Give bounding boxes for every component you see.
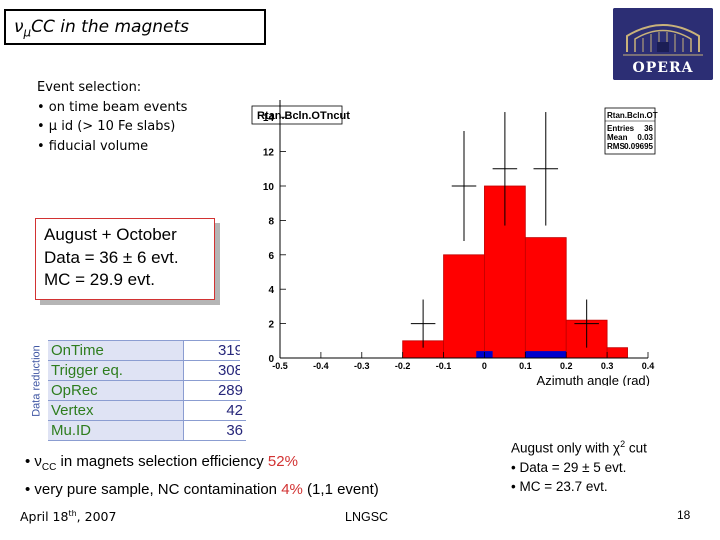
reduction-step: OnTime — [48, 340, 184, 361]
mc-bin — [524, 237, 567, 359]
stats-box: Rtan.Bcln.OTncut Entries 36 Mean 0.03 RMS0.09… — [604, 107, 658, 155]
reduction-row: Mu.ID 36 — [48, 420, 246, 441]
data-point — [574, 299, 599, 348]
reduction-step: OpRec — [48, 380, 184, 401]
opera-logo-emblem — [613, 8, 713, 80]
reduction-count: 289 — [183, 380, 246, 401]
august-only-mc: • MC = 23.7 evt. — [511, 478, 608, 494]
x-tick-label: 0.2 — [560, 361, 573, 371]
data-point — [451, 130, 477, 242]
event-selection: Event selection: • on time beam events •… — [37, 78, 187, 156]
summary-line: Data = 36 ± 6 evt. — [44, 247, 179, 267]
reduction-count: 319 — [183, 340, 246, 361]
reduction-count: 308 — [183, 360, 246, 381]
reduction-row: OnTime 319 — [48, 340, 246, 361]
selection-heading: Event selection: — [37, 80, 142, 95]
y-tick-label: 12 — [263, 148, 275, 159]
footer-date: April 18th, 2007 — [20, 509, 117, 525]
x-axis-label: Azimuth angle (rad) — [537, 373, 650, 386]
august-only-heading: August only with χ2 cut — [511, 439, 647, 456]
reduction-row: Trigger eq. 308 — [48, 360, 246, 381]
page-number: 18 — [677, 508, 691, 522]
x-tick-label: 0.4 — [642, 361, 655, 371]
x-tick-label: -0.1 — [436, 361, 452, 371]
x-tick-label: -0.2 — [395, 361, 411, 371]
x-tick-label: 0.1 — [519, 361, 532, 371]
data-reduction-label: Data reduction — [30, 345, 43, 417]
azimuth-histogram: Rtan.Bcln.OTncut Rtan.Bcln.OTncut Entries… — [240, 96, 658, 386]
summary-line: August + October — [44, 225, 177, 244]
stats-label: Mean — [607, 133, 628, 142]
stats-value: 0.03 — [637, 133, 653, 142]
y-tick-label: 6 — [268, 251, 274, 262]
data-reduction-panel: Data reduction OnTime 319 Trigger eq. 308 Op… — [28, 335, 246, 441]
reduction-count: 42 — [183, 400, 246, 421]
summary-line: MC = 29.9 evt. — [44, 270, 156, 289]
opera-logo-text: OPERA — [632, 60, 694, 76]
stats-label: Entries — [607, 124, 635, 133]
august-only-note: August only with χ2 cut • Data = 29 ± 5 … — [511, 435, 647, 496]
selection-item: • fiducial volume — [37, 138, 149, 154]
nc-bin — [525, 351, 567, 358]
data-point — [410, 299, 436, 348]
reduction-step: Vertex — [48, 400, 184, 421]
stats-name: Rtan.Bcln.OTncut — [607, 111, 658, 120]
data-reduction-table: OnTime 319 Trigger eq. 308 OpRec 289 Vertex 42 M… — [48, 340, 246, 441]
footer-lab: LNGSC — [345, 510, 389, 524]
data-points — [410, 112, 599, 348]
data-point — [492, 112, 518, 226]
mc-bin — [443, 254, 485, 359]
title-nu: ν — [14, 17, 24, 37]
y-tick-label: 8 — [268, 216, 274, 227]
summary-box: August + October Data = 36 ± 6 evt. MC =… — [35, 218, 215, 300]
reduction-row: OpRec 289 — [48, 380, 246, 401]
contamination-line: • very pure sample, NC contamination 4% … — [25, 481, 379, 498]
x-tick-label: -0.4 — [313, 361, 329, 371]
stats-label: RMS — [607, 142, 625, 151]
x-tick-label: -0.5 — [272, 361, 288, 371]
selection-item: • μ id (> 10 Fe slabs) — [37, 119, 176, 134]
reduction-step: Mu.ID — [48, 420, 184, 441]
data-point — [533, 112, 559, 226]
x-tick-label: -0.3 — [354, 361, 370, 371]
y-tick-label: 2 — [268, 320, 274, 331]
mc-histogram — [402, 185, 628, 359]
selection-item: • on time beam events — [37, 99, 188, 115]
bottom-bullets: • νCC in magnets selection efficiency 52… — [25, 451, 379, 501]
title-mu: μ — [23, 25, 32, 40]
stats-value: 0.09695 — [624, 142, 653, 151]
opera-logo: OPERA — [613, 8, 713, 80]
mc-bin — [606, 347, 628, 359]
contamination-value: 4% — [281, 481, 303, 498]
reduction-row: Vertex 42 — [48, 400, 246, 421]
y-tick-label: 0 — [268, 354, 274, 365]
x-tick-label: 0 — [482, 361, 487, 371]
reduction-count: 36 — [183, 420, 246, 441]
slide-title: νμCC in the magnets — [4, 9, 266, 45]
august-only-data: • Data = 29 ± 5 evt. — [511, 459, 627, 475]
y-tick-label: 10 — [263, 182, 275, 193]
stats-value: 36 — [644, 124, 653, 133]
efficiency-value: 52% — [267, 453, 298, 470]
title-text: CC in the magnets — [31, 17, 190, 37]
x-tick-label: 0.3 — [601, 361, 614, 371]
reduction-step: Trigger eq. — [48, 360, 184, 381]
efficiency-line: • νCC in magnets selection efficiency 52… — [25, 453, 298, 473]
y-tick-label: 4 — [268, 285, 274, 296]
y-tick-label: 14 — [263, 113, 275, 124]
